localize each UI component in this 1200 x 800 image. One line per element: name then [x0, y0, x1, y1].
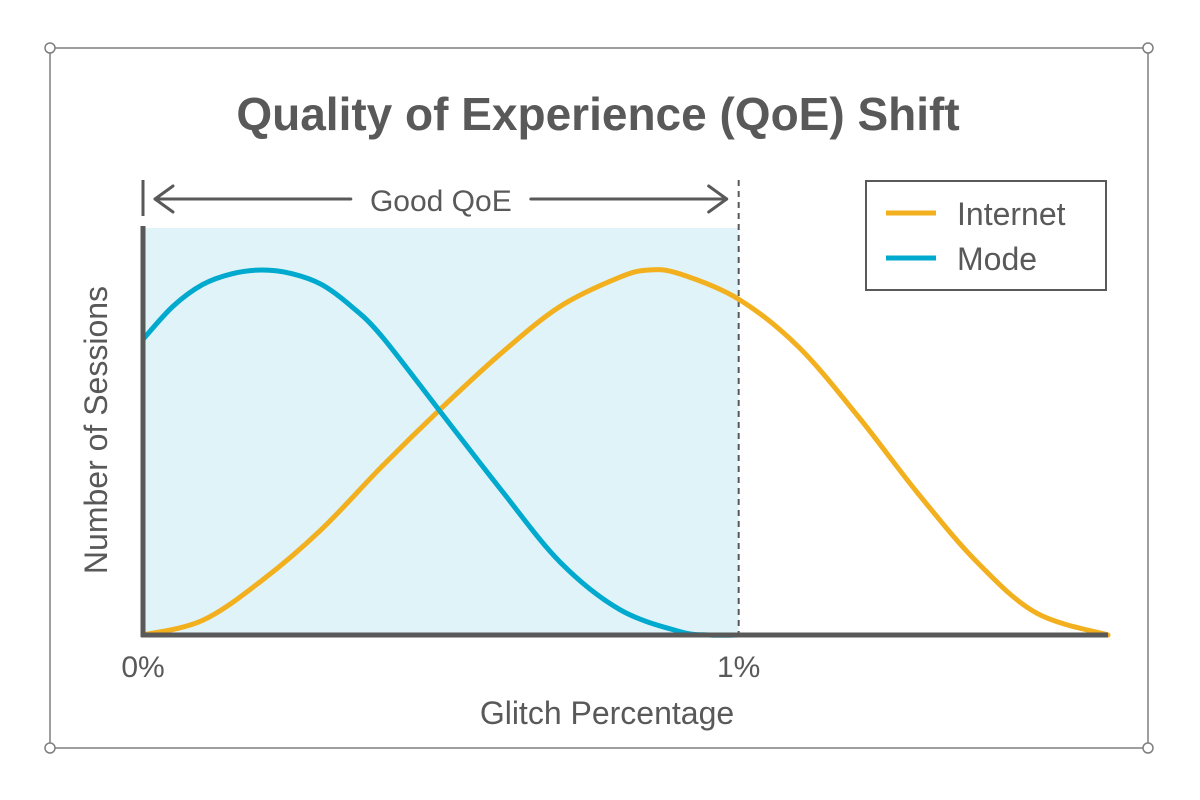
- series-line-internet: [140, 267, 1111, 638]
- legend-label-mode: Mode: [957, 241, 1037, 277]
- frame-handle-top-left[interactable]: [44, 42, 56, 54]
- frame-handle-bottom-right[interactable]: [1142, 742, 1154, 754]
- legend-box: [865, 180, 1107, 291]
- series-line-mode: [140, 267, 742, 638]
- good-qoe-arrows: [153, 184, 729, 214]
- legend: Internet Mode: [865, 180, 1107, 291]
- frame-handle-bottom-left[interactable]: [44, 742, 56, 754]
- good-qoe-arrow-left-head: [153, 184, 175, 214]
- frame-handle-top-right[interactable]: [1142, 42, 1154, 54]
- legend-label-internet: Internet: [957, 196, 1066, 232]
- x-axis-label: Glitch Percentage: [480, 695, 734, 731]
- chart-frame: [49, 47, 1149, 749]
- chart-title: Quality of Experience (QoE) Shift: [236, 88, 959, 140]
- x-tick-labels: 0% 1%: [121, 651, 760, 684]
- x-tick-label: 0%: [121, 651, 164, 684]
- good-qoe-arrow-right-head: [707, 184, 729, 214]
- x-tick-label: 1%: [717, 651, 760, 684]
- series-group: [140, 267, 1111, 638]
- good-qoe-region: [143, 228, 739, 635]
- good-qoe-label: Good QoE: [370, 185, 512, 218]
- y-axis-label: Number of Sessions: [78, 286, 114, 574]
